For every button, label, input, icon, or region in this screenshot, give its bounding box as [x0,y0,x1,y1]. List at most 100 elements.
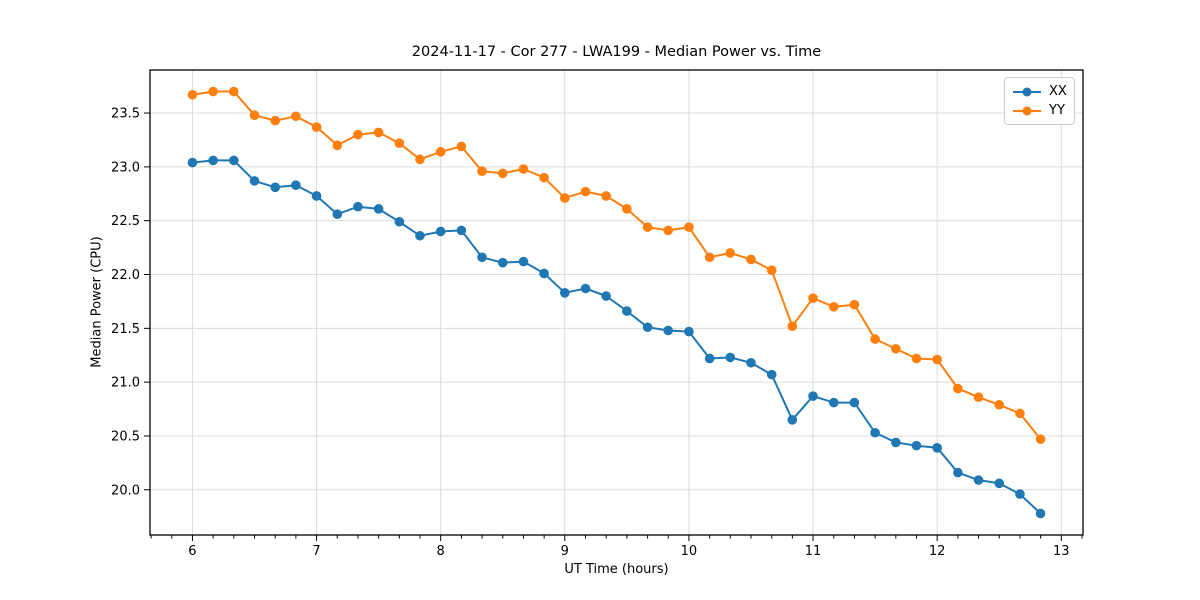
data-point-yy [684,222,694,232]
data-point-xx [870,427,880,438]
data-point-xx [580,283,591,294]
legend-label: YY [1049,103,1065,118]
data-point-yy [766,265,777,276]
data-point-xx [228,155,239,166]
data-point-yy [518,164,529,174]
data-point-xx [208,155,218,166]
data-point-xx [518,256,529,267]
data-point-yy [953,383,963,394]
data-point-xx [394,216,405,227]
data-point-xx [456,225,467,236]
data-point-yy [746,254,756,265]
data-point-xx [849,397,860,408]
y-tick-label: 21.0 [111,376,140,391]
data-point-xx [787,415,798,425]
data-point-yy [311,122,322,132]
data-point-yy [560,193,570,203]
data-point-yy [622,204,632,214]
data-point-xx [291,180,301,190]
data-point-yy [911,353,922,364]
x-tick-label: 10 [681,544,698,559]
x-tick-label: 7 [312,544,320,559]
y-axis-label: Median Power (CPU) [89,236,105,368]
data-point-xx [622,306,632,316]
y-tick-label: 22.0 [111,268,140,283]
y-tick-label: 23.5 [111,107,140,122]
data-point-yy [601,191,611,201]
data-point-xx [560,288,570,298]
data-point-xx [435,226,446,237]
data-point-yy [973,392,984,403]
data-point-xx [332,209,343,220]
data-point-xx [953,467,963,478]
data-point-yy [394,138,405,148]
data-point-yy [435,147,446,157]
data-point-yy [539,172,549,183]
data-point-xx [725,352,736,363]
legend: XX YY [1004,77,1075,125]
data-point-xx [270,182,281,193]
series-line-xx [192,159,1042,515]
data-point-yy [725,248,736,258]
data-point-xx [249,176,260,186]
data-point-xx [663,325,673,336]
data-point-xx [477,252,487,263]
legend-line-marker-icon [1013,87,1041,96]
data-point-xx [601,291,611,301]
data-point-xx [497,257,508,268]
data-point-xx [994,478,1005,489]
data-point-xx [746,357,756,368]
data-point-xx [932,443,942,453]
data-point-yy [704,252,715,263]
data-point-xx [353,201,363,212]
data-point-yy [870,334,880,344]
data-point-yy [187,89,198,100]
data-point-yy [497,168,508,179]
data-point-xx [1035,508,1046,519]
legend-item-yy: YY [1012,101,1066,120]
data-point-xx [373,204,384,214]
data-point-yy [456,141,467,152]
data-point-yy [208,86,218,97]
y-tick-label: 20.0 [111,483,140,498]
series-line-yy [192,90,1042,440]
data-point-xx [642,322,653,333]
data-point-yy [1015,408,1025,419]
data-point-yy [994,399,1005,410]
data-point-xx [187,157,198,168]
data-point-xx [808,391,818,401]
data-point-yy [228,86,239,97]
plot-frame [149,69,1084,536]
x-tick-label: 6 [188,544,196,559]
data-point-yy [849,299,860,310]
data-point-yy [477,166,487,176]
data-point-yy [415,154,425,165]
data-point-yy [249,110,260,121]
data-point-yy [808,293,818,303]
data-point-yy [787,321,798,331]
data-point-xx [539,268,549,279]
chart-title: 2024-11-17 - Cor 277 - LWA199 - Median P… [411,44,822,60]
data-point-xx [704,353,715,364]
data-point-xx [911,440,922,451]
x-tick-label: 11 [805,544,822,559]
data-point-xx [891,437,901,448]
y-tick-label: 22.5 [111,214,140,229]
data-point-xx [311,191,322,201]
data-point-yy [932,354,942,365]
data-point-yy [373,127,384,138]
data-point-yy [353,129,363,140]
y-tick-label: 20.5 [111,429,140,444]
data-point-yy [580,186,591,197]
data-point-yy [332,140,343,151]
data-point-xx [766,369,777,380]
x-tick-label: 8 [437,544,445,559]
x-axis-label: UT Time (hours) [564,562,669,577]
data-point-yy [642,222,653,232]
data-point-xx [415,230,425,241]
y-tick-label: 21.5 [111,322,140,337]
data-point-xx [684,326,694,337]
legend-label: XX [1049,84,1067,99]
